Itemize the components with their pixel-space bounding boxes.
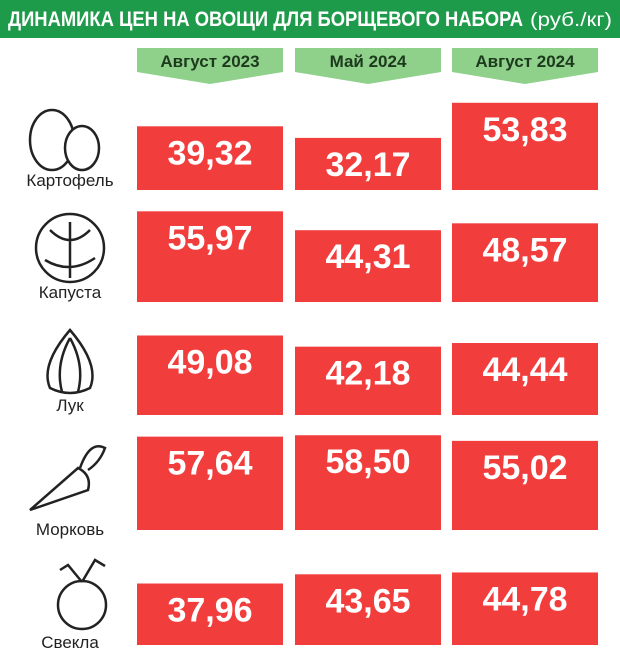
bar	[452, 223, 598, 302]
bar	[137, 583, 283, 645]
bar	[137, 126, 283, 190]
legend-label: Август 2023	[160, 52, 259, 71]
beet-icon	[56, 558, 108, 631]
cabbage-icon	[34, 212, 106, 284]
bar	[295, 137, 441, 190]
value-label: 43,65	[325, 582, 410, 620]
column-header	[452, 48, 598, 84]
bar	[137, 436, 283, 530]
legend-label: Август 2024	[475, 52, 575, 71]
bar	[452, 102, 598, 190]
bar	[295, 230, 441, 302]
bar	[452, 343, 598, 415]
value-label: 57,64	[167, 445, 252, 483]
value-label: 39,32	[167, 134, 252, 172]
value-label: 53,83	[482, 111, 567, 149]
bar	[452, 572, 598, 645]
bar	[295, 435, 441, 530]
legend-label: Май 2024	[330, 52, 407, 71]
column-header	[137, 48, 283, 84]
bar	[295, 346, 441, 415]
bar	[452, 440, 598, 530]
icons	[28, 108, 108, 631]
value-label: 55,97	[167, 219, 252, 257]
value-label: 37,96	[167, 592, 252, 630]
potato-icon	[28, 108, 101, 172]
value-label: 44,31	[325, 238, 410, 276]
column-header	[295, 48, 441, 84]
bar	[295, 574, 441, 645]
category-label: Свекла	[41, 633, 99, 652]
value-label: 44,78	[482, 580, 567, 618]
unit-label: (руб./кг)	[530, 10, 612, 31]
value-label: 48,57	[482, 231, 567, 269]
value-label: 44,44	[482, 351, 567, 389]
bar	[137, 211, 283, 302]
carrot-icon	[29, 445, 107, 512]
category-label: Капуста	[39, 283, 102, 302]
category-label: Морковь	[36, 520, 104, 539]
value-label: 55,02	[482, 449, 567, 487]
onion-icon	[46, 328, 94, 395]
value-label: 42,18	[325, 355, 410, 393]
value-label: 58,50	[325, 443, 410, 481]
category-label: Лук	[56, 396, 84, 415]
value-label: 49,08	[167, 343, 252, 381]
value-label: 32,17	[325, 146, 410, 184]
chart-title: ДИНАМИКА ЦЕН НА ОВОЩИ ДЛЯ БОРЩЕВОГО НАБО…	[8, 8, 523, 31]
bar	[137, 335, 283, 415]
title-bar	[0, 0, 620, 38]
category-label: Картофель	[26, 171, 113, 190]
